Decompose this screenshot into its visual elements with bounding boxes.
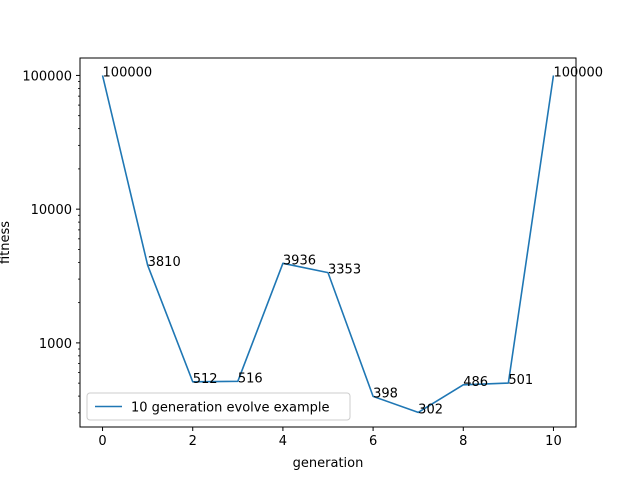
x-tick-label: 4	[279, 434, 287, 449]
data-label: 3810	[148, 255, 181, 270]
x-tick-label: 0	[98, 434, 106, 449]
data-label: 302	[418, 402, 443, 417]
y-tick-label: 10000	[31, 203, 72, 218]
data-label: 3936	[283, 253, 316, 268]
data-label: 3353	[328, 263, 361, 278]
plot-frame	[79, 57, 577, 428]
data-label: 486	[463, 375, 488, 390]
data-label: 100000	[103, 65, 153, 80]
data-label: 501	[508, 373, 533, 388]
x-axis-label: generation	[293, 456, 364, 471]
data-label: 516	[238, 371, 263, 386]
x-tick-label: 6	[369, 434, 377, 449]
data-label: 100000	[553, 65, 603, 80]
y-axis-label: fitness	[0, 221, 13, 264]
data-label: 512	[193, 372, 218, 387]
data-label: 398	[373, 386, 398, 401]
x-tick-label: 10	[545, 434, 562, 449]
x-tick-label: 8	[459, 434, 467, 449]
legend-entry: 10 generation evolve example	[131, 401, 330, 416]
series-line	[101, 75, 555, 414]
x-tick-label: 2	[189, 434, 197, 449]
y-tick-label: 1000	[39, 337, 72, 352]
legend-box	[86, 392, 351, 421]
y-tick-label: 100000	[22, 69, 72, 84]
